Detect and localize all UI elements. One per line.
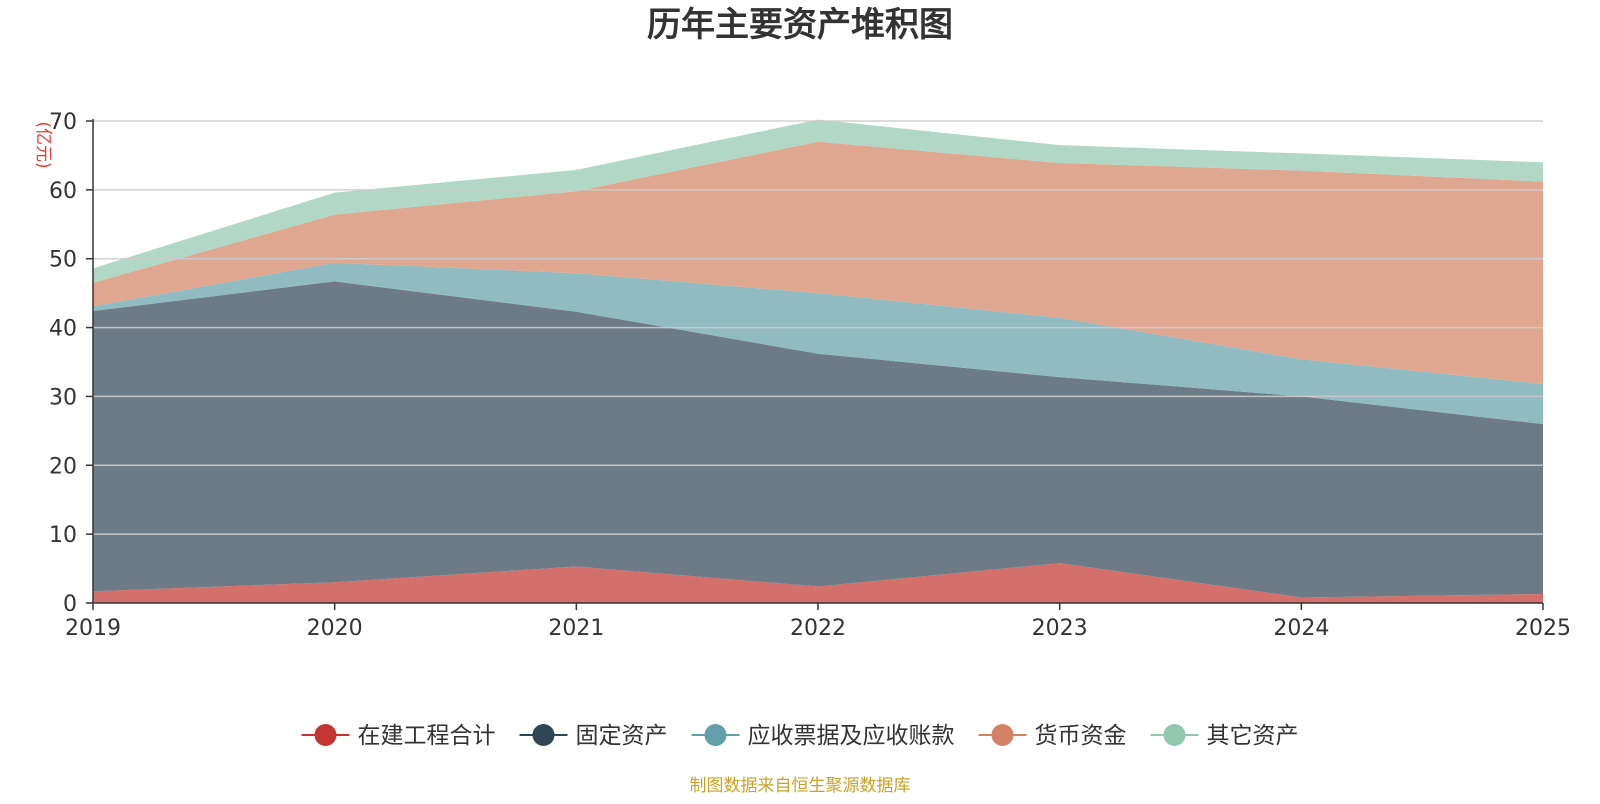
area-series-3 bbox=[93, 262, 1543, 424]
legend-circle-marker bbox=[704, 724, 727, 746]
legend-item-2[interactable]: 固定资产 bbox=[519, 723, 668, 749]
x-tick-label: 2021 bbox=[548, 616, 604, 641]
legend-item-4[interactable]: 货币资金 bbox=[978, 723, 1127, 749]
area-series-2 bbox=[93, 281, 1543, 598]
y-tick-label: 0 bbox=[63, 592, 77, 617]
x-tick-label: 2020 bbox=[307, 616, 363, 641]
legend-circle-marker bbox=[314, 724, 337, 746]
y-tick-label: 40 bbox=[49, 317, 77, 342]
legend-circle-marker bbox=[532, 724, 555, 746]
legend-label: 其它资产 bbox=[1207, 723, 1299, 749]
y-tick-label: 70 bbox=[49, 110, 77, 135]
x-tick-label: 2023 bbox=[1032, 616, 1088, 641]
legend-label: 应收票据及应收账款 bbox=[748, 723, 955, 749]
data-source-note: 制图数据来自恒生聚源数据库 bbox=[690, 776, 911, 796]
legend-circle-marker bbox=[991, 724, 1014, 746]
legend-label: 在建工程合计 bbox=[358, 723, 496, 749]
y-tick-label: 60 bbox=[49, 179, 77, 204]
area-series-1 bbox=[93, 563, 1543, 603]
legend-item-5[interactable]: 其它资产 bbox=[1150, 723, 1299, 749]
y-axis-unit-label: (亿元) bbox=[33, 121, 53, 168]
y-tick-label: 10 bbox=[49, 523, 77, 548]
x-tick-label: 2024 bbox=[1273, 616, 1329, 641]
y-tick-label: 30 bbox=[49, 385, 77, 410]
y-tick-label: 50 bbox=[49, 248, 77, 273]
chart-title: 历年主要资产堆积图 bbox=[647, 5, 953, 45]
axes: 0 10 20 30 40 50 60 70 2019 2020 2021 2022 2023 2024 2… bbox=[49, 110, 1571, 641]
legend-item-3[interactable]: 应收票据及应收账款 bbox=[691, 723, 955, 749]
legend-label: 固定资产 bbox=[576, 723, 668, 749]
legend-item-1[interactable]: 在建工程合计 bbox=[301, 723, 496, 749]
x-tick-label: 2019 bbox=[65, 616, 121, 641]
legend-label: 货币资金 bbox=[1035, 723, 1127, 749]
area-series-5 bbox=[93, 119, 1543, 283]
x-tick-label: 2025 bbox=[1515, 616, 1571, 641]
area-series-4 bbox=[93, 141, 1543, 384]
gridlines bbox=[93, 120, 1543, 535]
area-series-group bbox=[93, 119, 1543, 603]
legend: 在建工程合计 固定资产 应收票据及应收账款 货币资金 其它资产 bbox=[301, 723, 1299, 749]
legend-circle-marker bbox=[1163, 724, 1186, 746]
y-tick-label: 20 bbox=[49, 454, 77, 479]
x-tick-label: 2022 bbox=[790, 616, 846, 641]
